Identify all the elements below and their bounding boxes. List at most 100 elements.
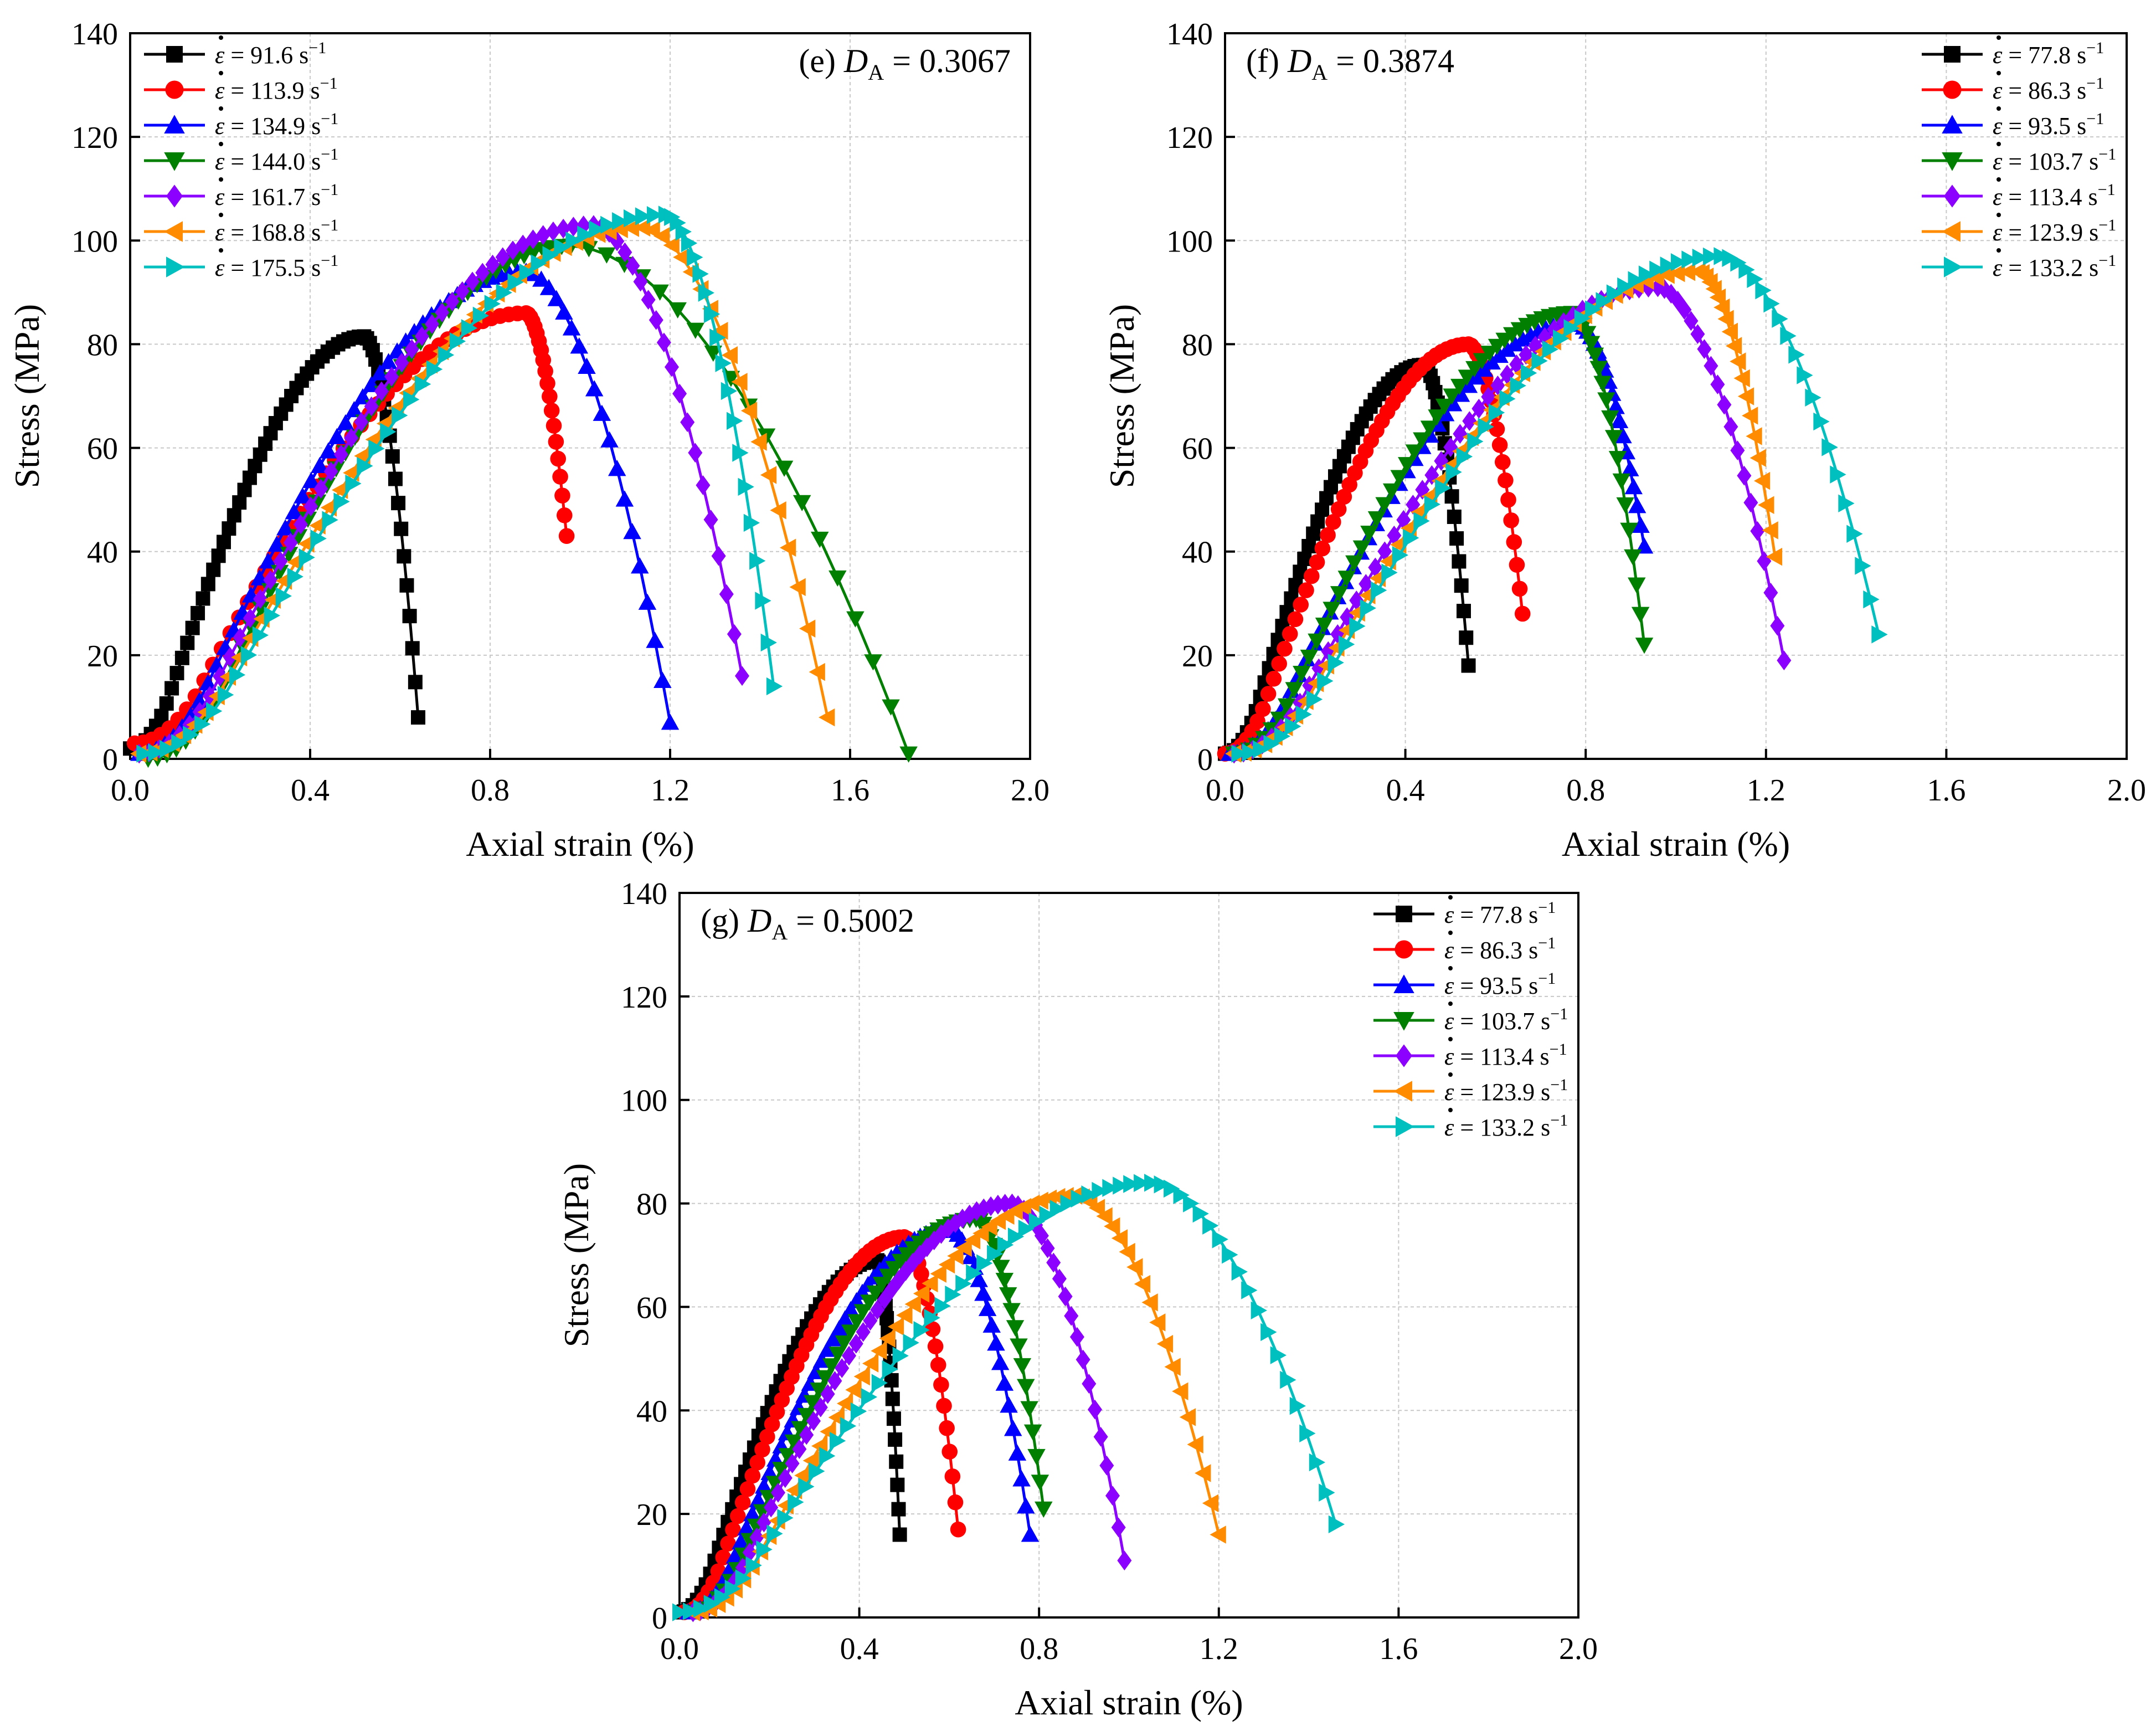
epsilon-dot [219,106,223,111]
data-point [1119,1242,1135,1261]
data-point [646,631,664,648]
data-point [735,666,749,686]
legend-item: ε = 113.4 s−1 [1922,177,2116,210]
legend-item: ε = 77.8 s−1 [1922,35,2104,69]
data-point [1249,713,1265,730]
data-point [1610,412,1629,428]
data-point [835,1335,853,1352]
data-point [368,439,385,458]
data-point [323,461,338,481]
data-point [1360,526,1378,542]
data-point [1467,432,1484,451]
legend-label: ε = 86.3 s−1 [1444,934,1556,964]
data-point [384,367,399,387]
data-point [749,1491,767,1508]
data-point [1596,292,1612,310]
series-134.9 [130,263,680,761]
data-point [819,1340,837,1357]
data-point [1488,403,1505,422]
data-point [944,1468,961,1485]
data-point [766,1524,783,1543]
legend-label: ε = 144.0 s−1 [215,145,338,175]
data-point [1002,1303,1021,1319]
legend-marker [166,256,185,278]
data-point [577,225,594,244]
data-point [273,551,288,572]
data-point [1542,340,1558,358]
data-point [772,1462,790,1478]
data-point [1405,444,1424,461]
data-point [1453,424,1468,444]
data-point [403,391,420,409]
data-point [461,319,478,337]
data-point [217,535,231,549]
data-point [809,1462,825,1481]
data-point [1413,512,1430,530]
data-point [890,1477,905,1492]
data-point [608,460,626,476]
data-point [1435,479,1452,497]
data-point [233,628,248,648]
data-point [663,236,680,255]
data-point [992,1260,1010,1276]
data-point [1195,1464,1211,1482]
data-point [624,209,640,228]
data-point [1461,658,1476,673]
data-point [899,746,918,763]
data-point [345,400,363,418]
data-point [252,626,269,645]
data-point [415,375,431,393]
x-tick-label: 0.4 [840,1632,879,1666]
y-tick-label: 100 [71,224,118,259]
legend-marker [1942,152,1963,171]
data-point [1028,1212,1046,1231]
data-point [922,1274,938,1293]
data-point [1076,1349,1090,1370]
data-point [1375,497,1393,513]
data-point [934,1297,951,1315]
data-point [999,1287,1017,1304]
data-point [1489,421,1505,437]
data-point [495,247,510,268]
data-point [803,1395,822,1411]
data-point [1641,278,1656,298]
data-point [169,666,184,681]
data-point [1704,356,1718,376]
data-point [712,322,728,340]
data-point [1506,335,1524,352]
data-point [589,220,605,239]
data-point [566,217,581,237]
data-point [1308,633,1326,650]
y-axis-label: Stress (MPa) [1102,304,1141,488]
legend-marker [1944,256,1963,278]
data-point [1757,551,1772,571]
data-point [1303,568,1320,584]
data-point [1328,1515,1345,1534]
data-point [1742,407,1758,425]
legend-item: ε = 113.9 s−1 [144,71,338,104]
x-axis-label: Axial strain (%) [466,824,694,864]
legend-label: ε = 93.5 s−1 [1444,969,1556,999]
data-point [379,353,398,369]
data-point [896,1306,913,1324]
data-point [1714,298,1730,317]
data-point [891,1502,906,1517]
data-point [1020,1401,1038,1417]
data-point [933,1376,949,1393]
data-point [1049,1200,1066,1218]
data-point [1231,744,1248,763]
data-point [861,1388,878,1406]
data-point [644,221,660,239]
data-point [1018,1219,1035,1238]
data-point [1454,578,1469,593]
data-point [654,227,670,245]
y-tick-label: 0 [652,1601,667,1636]
data-point [1117,1550,1132,1571]
data-point [1601,410,1619,427]
data-point [1722,249,1738,268]
y-tick-label: 80 [87,328,118,362]
data-point [539,279,558,295]
data-point [1010,1338,1028,1355]
data-point [879,1329,896,1348]
data-point [841,1324,860,1341]
